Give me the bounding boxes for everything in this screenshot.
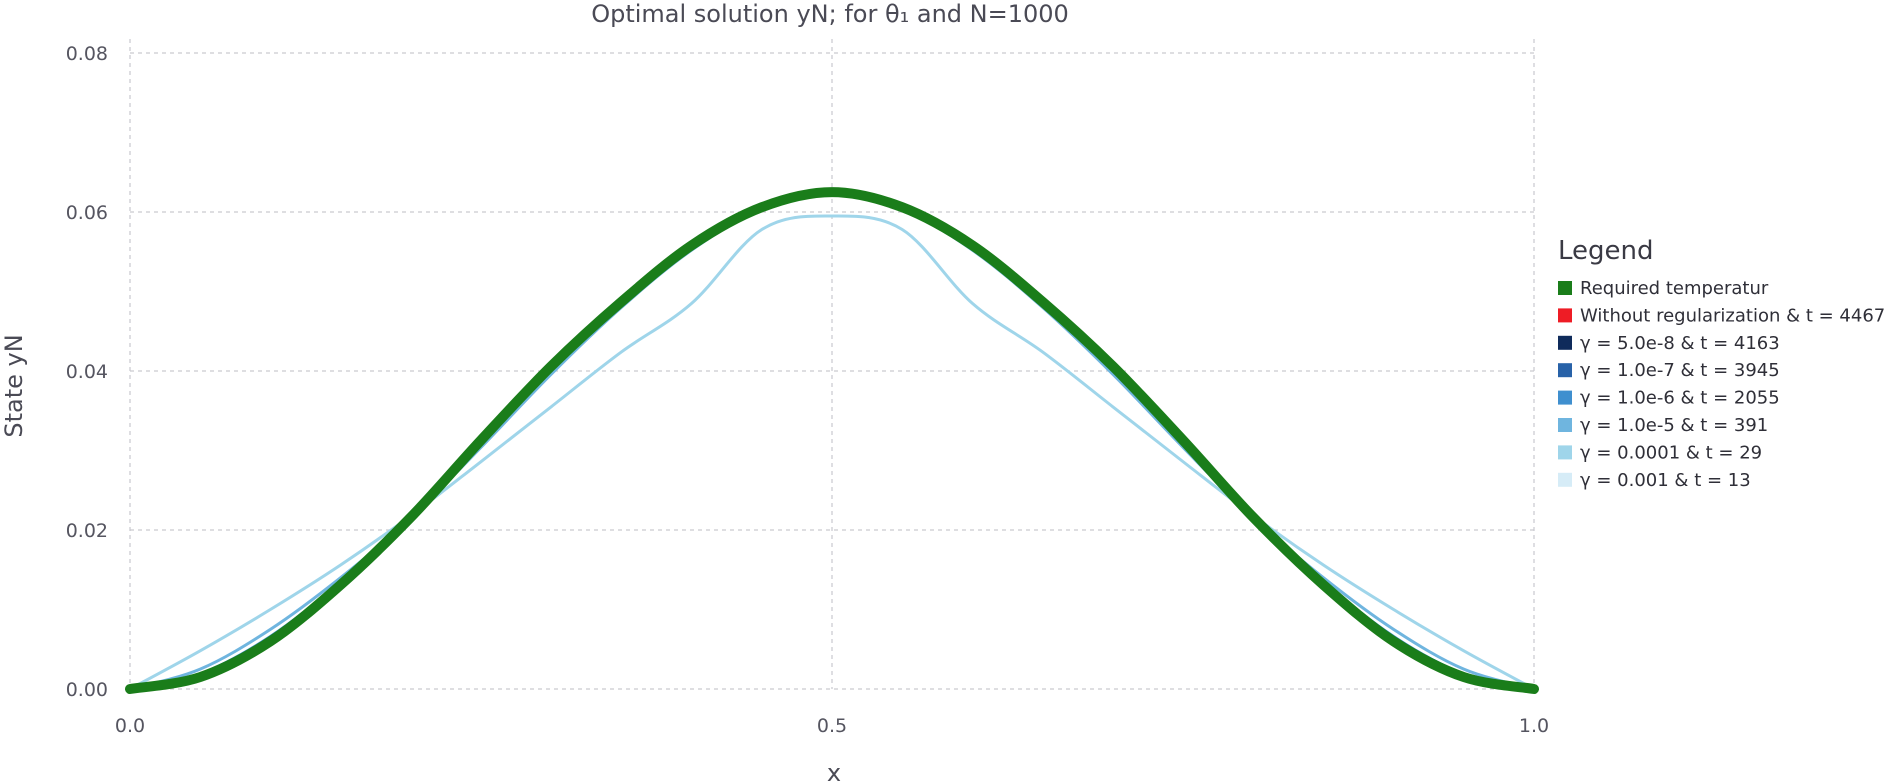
legend-label: γ = 5.0e-8 & t = 4163 [1580,333,1780,354]
legend-swatch [1558,390,1572,405]
legend-label: γ = 1.0e-6 & t = 2055 [1580,388,1780,409]
y-tick-label: 0.06 [66,202,108,224]
x-tick-label: 0.5 [817,715,847,737]
y-axis-ticks: 0.00 0.02 0.04 0.06 0.08 [66,43,108,701]
series-line-required-temperatur [125,187,1539,694]
y-tick-label: 0.08 [66,43,108,65]
legend-swatch [1558,472,1572,487]
x-axis-label: x [827,759,841,784]
x-axis-ticks: 0.0 0.5 1.0 [115,715,1549,737]
legend-label: γ = 0.001 & t = 13 [1580,470,1751,491]
x-tick-label: 0.0 [115,715,145,737]
legend-label: γ = 1.0e-7 & t = 3945 [1580,360,1780,381]
y-axis-label: State yN [0,334,28,437]
legend-swatch [1558,445,1572,460]
legend-label: Without regularization & t = 4467 [1580,305,1885,326]
y-tick-label: 0.00 [66,679,108,701]
x-tick-label: 1.0 [1519,715,1549,737]
legend-swatch [1558,335,1572,350]
legend-swatch [1558,281,1572,295]
legend: Legend Required temperatur Without regula… [1558,236,1885,491]
legend-title: Legend [1558,236,1654,266]
legend-items: Required temperatur Without regularizatio… [1558,278,1885,491]
chart-title: Optimal solution yN; for θ₁ and N=1000 [591,0,1069,28]
legend-swatch [1558,418,1572,432]
legend-label: γ = 0.0001 & t = 29 [1580,442,1762,463]
legend-swatch [1558,308,1572,323]
y-tick-label: 0.02 [66,520,108,542]
grid [129,39,1535,690]
legend-swatch [1558,363,1572,378]
legend-label: Required temperatur [1580,278,1769,299]
legend-label: γ = 1.0e-5 & t = 391 [1580,415,1768,436]
series-line-0-0001-t-29 [128,214,1536,691]
y-tick-label: 0.04 [66,361,108,383]
series-lines [125,187,1539,694]
